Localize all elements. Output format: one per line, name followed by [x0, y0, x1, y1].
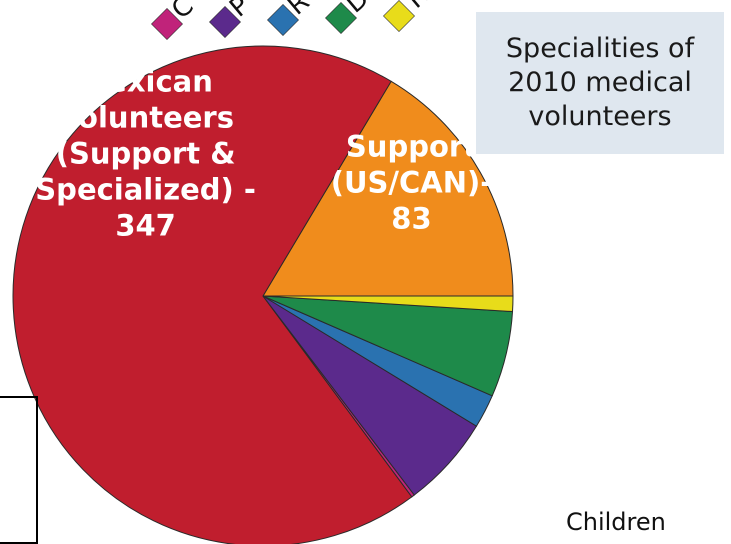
- chart-title: Specialities of 2010 medical volunteers: [476, 12, 724, 154]
- legend-entry-4: Th: [383, 0, 442, 32]
- partial-frame-border: [0, 396, 38, 544]
- legend-swatch-4: [383, 0, 415, 32]
- slice-label-0-line-2: 83: [391, 202, 431, 236]
- slice-label-1-line-2: (Support &: [56, 136, 236, 170]
- slice-label-0-line-1: (US/CAN)-: [331, 166, 493, 200]
- legend-swatch-3: [325, 2, 357, 34]
- legend-entry-0: C: [151, 0, 199, 40]
- pie-slice-0: [262, 80, 514, 297]
- legend-swatch-0: [151, 8, 183, 40]
- chart-legend: CPRDTh: [151, 0, 442, 40]
- stray-label-children: Children: [566, 508, 666, 536]
- legend-entry-2: R: [267, 0, 315, 36]
- slice-labels: Support(US/CAN)-83 MexicanVolunteers(Supp…: [35, 64, 492, 242]
- legend-entry-3: D: [325, 0, 375, 34]
- slice-label-1-line-1: Volunteers: [57, 100, 234, 134]
- chart-title-line-2: 2010 medical: [508, 67, 692, 98]
- pie-slices: [12, 45, 514, 544]
- chart-title-line-1: Specialities of: [505, 33, 695, 64]
- chart-title-line-3: volunteers: [528, 101, 672, 132]
- legend-entry-1: P: [209, 0, 256, 38]
- slice-label-1-line-4: 347: [115, 208, 176, 242]
- pie-slice-6: [262, 295, 514, 313]
- legend-swatch-2: [267, 4, 299, 36]
- slice-label-1-line-3: Specialized) -: [35, 172, 256, 206]
- slice-label-1-line-0: Mexican: [78, 64, 213, 98]
- slice-label-0-line-0: Support: [346, 130, 477, 164]
- legend-swatch-1: [209, 6, 241, 38]
- pie-slice-1: [12, 45, 413, 544]
